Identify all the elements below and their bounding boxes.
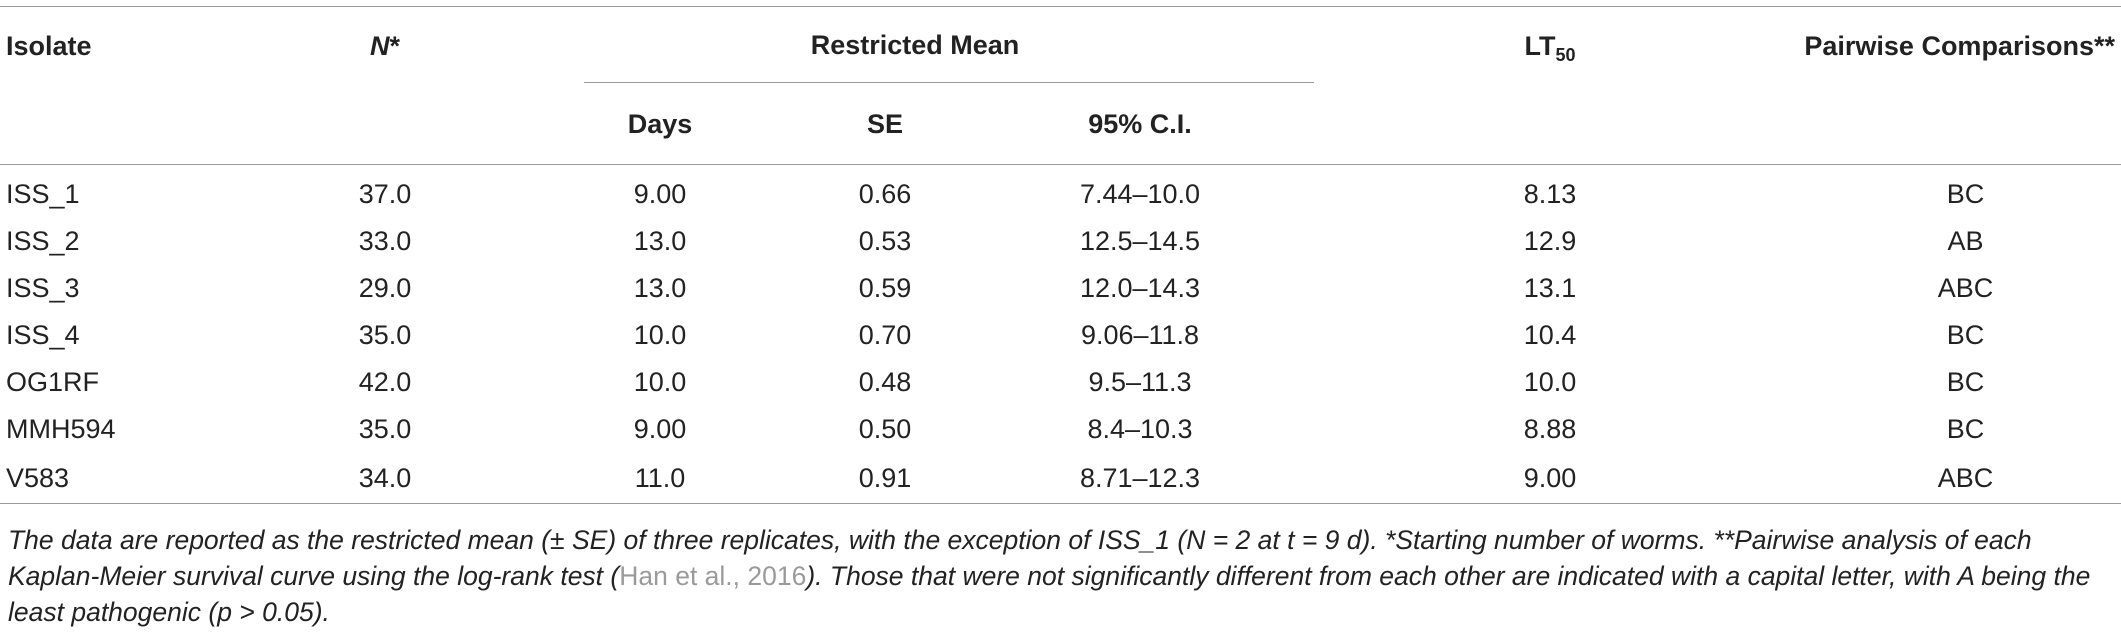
header-row-2: Days SE 95% C.I. [0,84,2121,165]
cell-days: 10.0 [633,320,687,350]
cell-pairwise: ABC [1937,273,1994,303]
cell-lt50: 10.0 [1523,367,1577,397]
cell-ci: 12.5–14.5 [1079,226,1201,256]
table-row: MMH594 35.0 9.00 0.50 8.4–10.3 8.88 BC [0,406,2121,453]
cell-isolate: ISS_1 [6,179,80,209]
header-days: Days [540,84,780,165]
header-isolate: Isolate [0,7,230,165]
header-n-marker: * [389,31,400,61]
cell-isolate: ISS_4 [6,320,80,350]
cell-lt50: 10.4 [1523,320,1577,350]
header-lt-sub: 50 [1555,45,1576,65]
footnote-text-1: The data are reported as the restricted … [8,525,2032,591]
cell-isolate: ISS_3 [6,273,80,303]
survival-table: Isolate N* Restricted Mean LT50 Pairwise… [0,6,2121,504]
header-pairwise: Pairwise Comparisons** [1710,7,2121,165]
header-se: SE [780,84,990,165]
cell-n: 35.0 [358,320,412,350]
table-row: V583 34.0 11.0 0.91 8.71–12.3 9.00 ABC [0,453,2121,504]
cell-lt50: 13.1 [1523,273,1577,303]
cell-se: 0.48 [858,367,912,397]
cell-n: 37.0 [358,179,412,209]
cell-pairwise: ABC [1710,453,2121,504]
table-row: ISS_2 33.0 13.0 0.53 12.5–14.5 12.9 AB [0,218,2121,265]
cell-pairwise: BC [1946,320,1985,350]
cell-days: 13.0 [633,273,687,303]
cell-pairwise: BC [1946,367,1985,397]
cell-ci: 8.4–10.3 [1087,414,1193,444]
cell-se: 0.66 [858,179,912,209]
header-n-letter: N [369,31,390,61]
cell-days: 9.00 [633,414,687,444]
cell-isolate: ISS_2 [6,226,80,256]
cell-n: 35.0 [358,414,412,444]
cell-se: 0.91 [780,453,990,504]
header-lt-main: LT [1524,31,1556,61]
table-footnote: The data are reported as the restricted … [8,522,2113,630]
cell-isolate: MMH594 [6,414,116,444]
cell-se: 0.53 [858,226,912,256]
cell-ci: 9.5–11.3 [1088,367,1192,397]
cell-ci: 7.44–10.0 [1079,179,1201,209]
table-row: ISS_3 29.0 13.0 0.59 12.0–14.3 13.1 ABC [0,265,2121,312]
cell-lt50: 12.9 [1523,226,1577,256]
table-row: OG1RF 42.0 10.0 0.48 9.5–11.3 10.0 BC [0,359,2121,406]
cell-ci: 9.06–11.8 [1080,320,1200,350]
citation-link[interactable]: Han et al., 2016 [619,561,807,591]
cell-lt50: 8.88 [1523,414,1577,444]
cell-pairwise: AB [1947,226,1984,256]
header-row-1: Isolate N* Restricted Mean LT50 Pairwise… [0,7,2121,165]
cell-se: 0.70 [858,320,912,350]
cell-days: 9.00 [633,179,687,209]
cell-se: 0.59 [858,273,912,303]
cell-pairwise: BC [1946,179,1985,209]
header-ci: 95% C.I. [990,84,1290,165]
footnote-text-2: ). Those that were not significantly dif… [8,561,2091,627]
cell-ci: 12.0–14.3 [1079,273,1201,303]
cell-se: 0.50 [858,414,912,444]
cell-ci: 8.71–12.3 [990,453,1290,504]
table-row: ISS_4 35.0 10.0 0.70 9.06–11.8 10.4 BC [0,312,2121,359]
cell-isolate: OG1RF [6,367,100,397]
cell-n: 33.0 [358,226,412,256]
cell-n: 29.0 [358,273,412,303]
cell-days: 13.0 [633,226,687,256]
header-restricted-mean: Restricted Mean [810,30,1020,60]
restricted-mean-underline [584,82,1314,83]
cell-days: 10.0 [633,367,687,397]
cell-days: 11.0 [540,453,780,504]
cell-lt50: 9.00 [1290,453,1710,504]
header-lt50: LT50 [1290,7,1710,165]
cell-lt50: 8.13 [1523,179,1577,209]
cell-pairwise: BC [1946,414,1985,444]
table-row: ISS_1 37.0 9.00 0.66 7.44–10.0 8.13 BC [0,165,2121,219]
cell-n: 42.0 [358,367,412,397]
cell-isolate: V583 [0,453,230,504]
cell-n: 34.0 [230,453,540,504]
header-n: N* [230,7,540,165]
